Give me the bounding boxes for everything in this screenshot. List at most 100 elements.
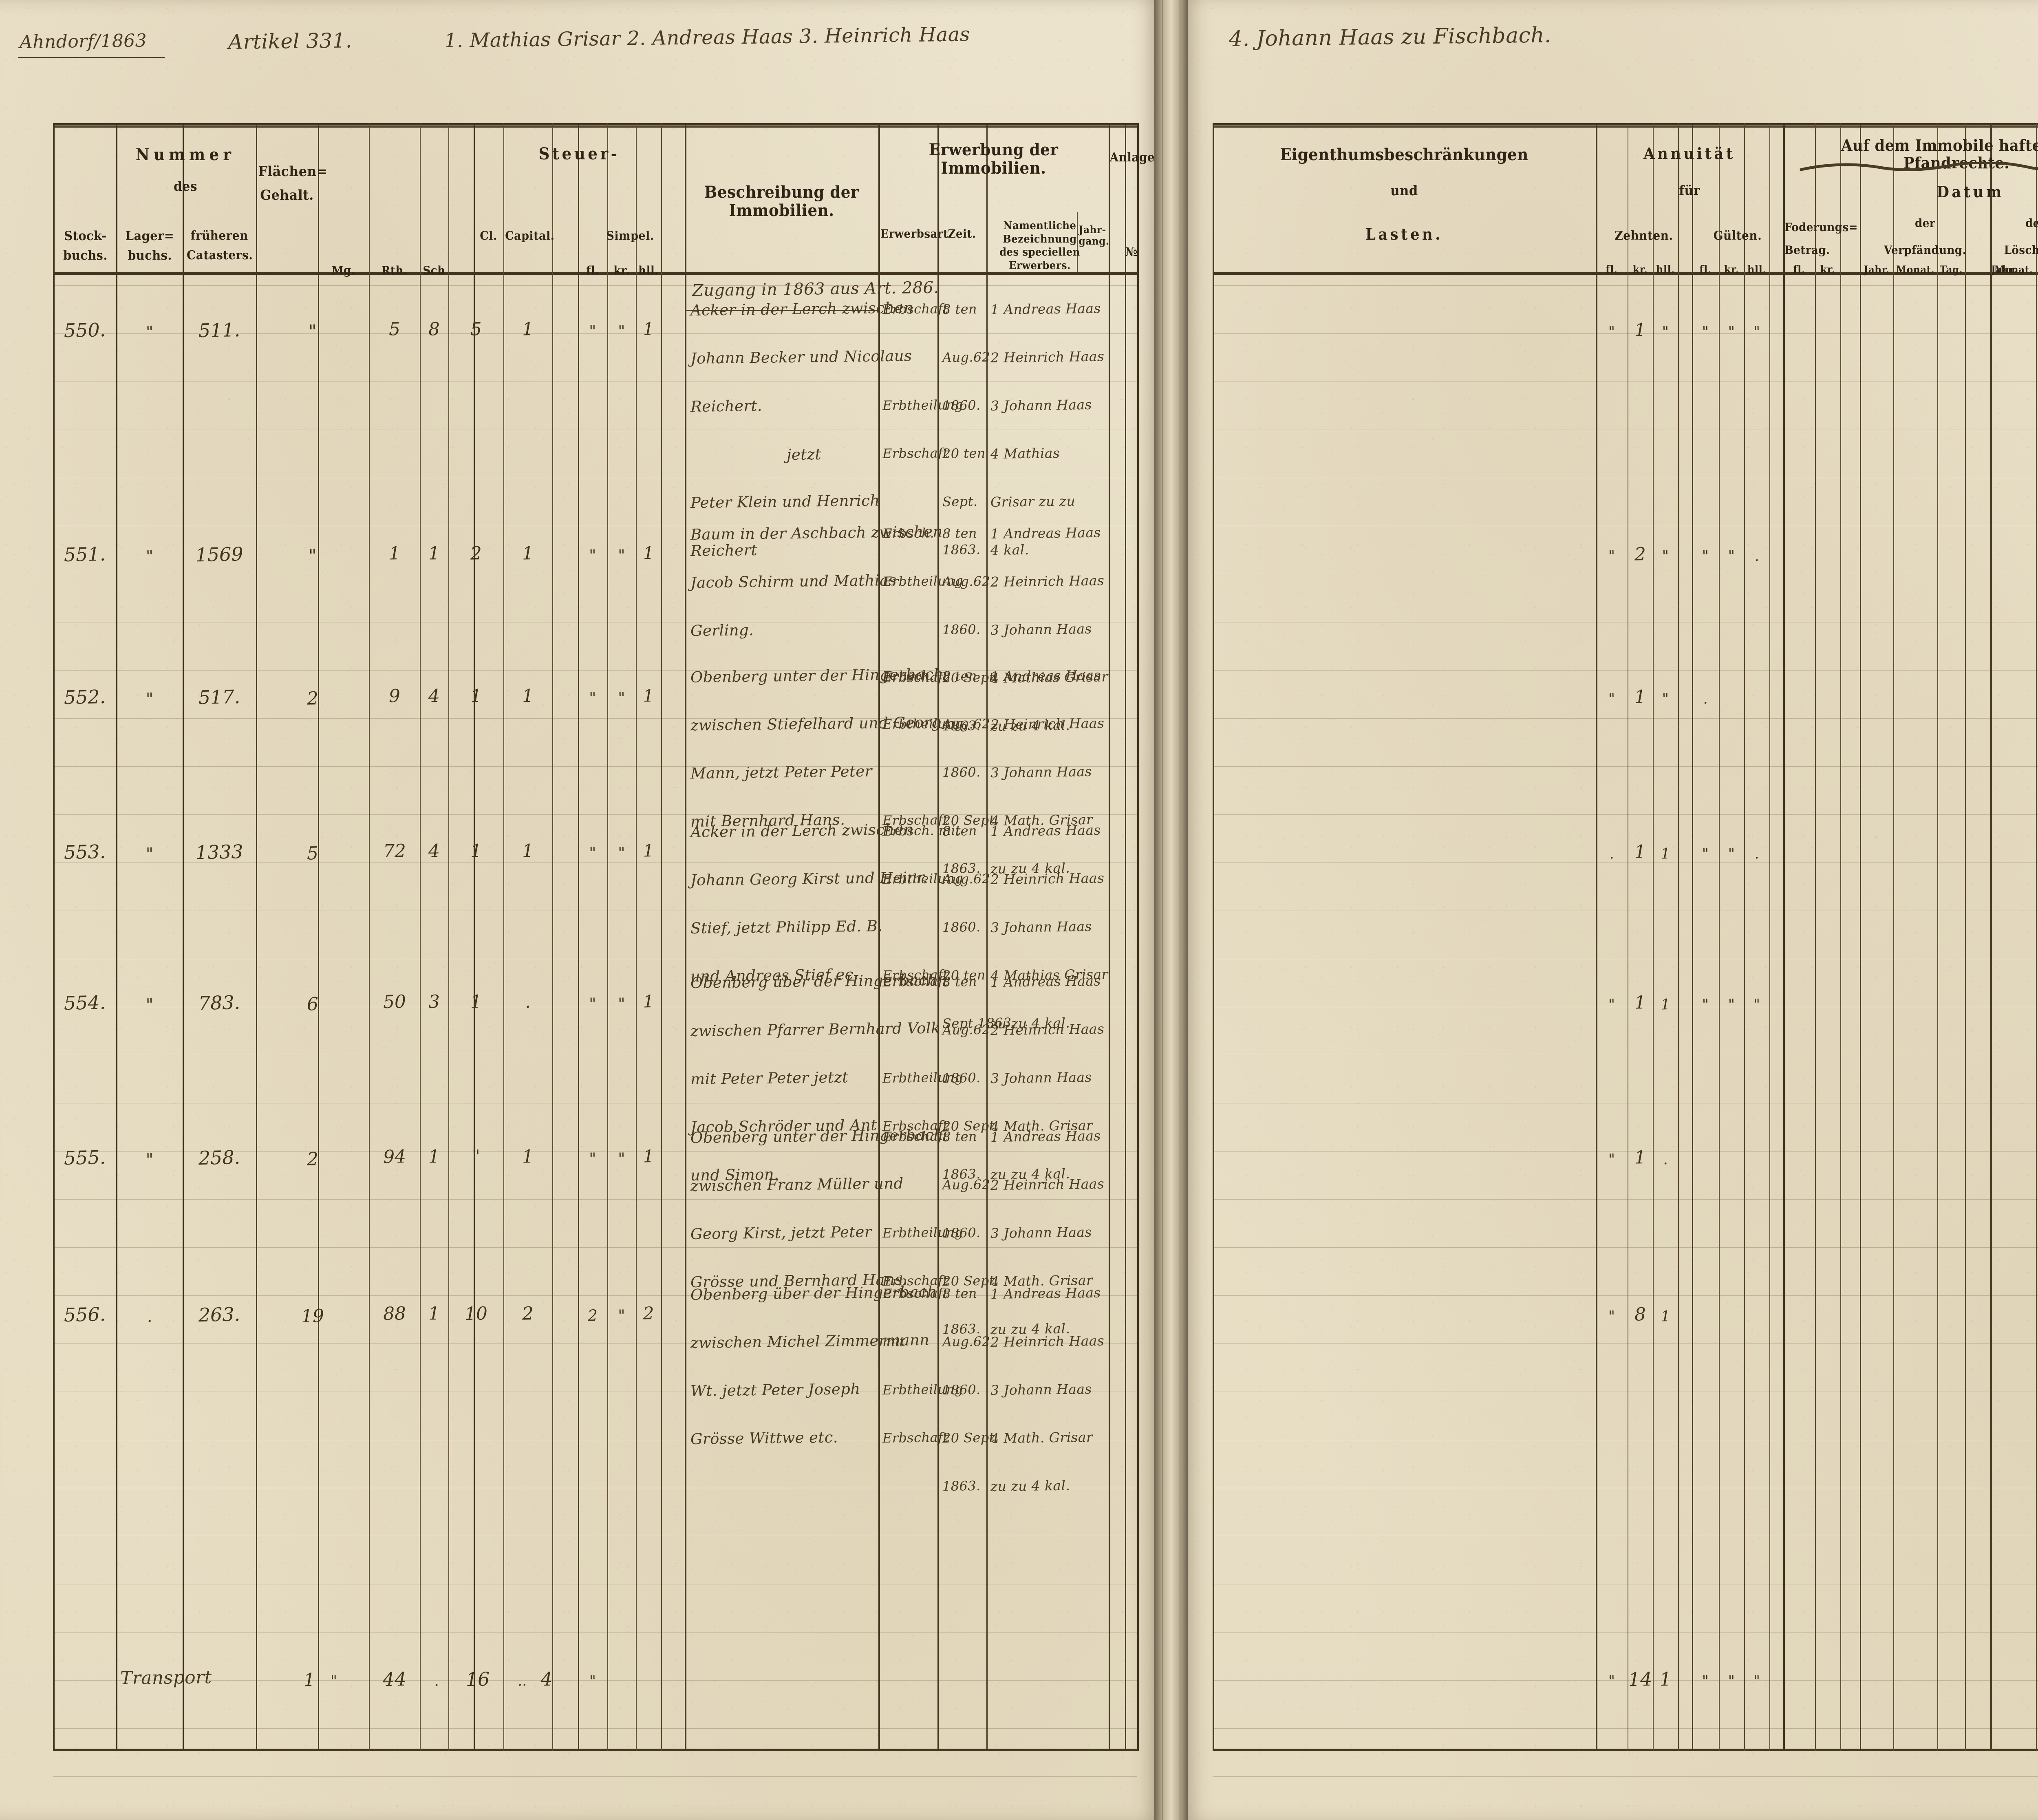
column-rule xyxy=(256,123,257,1751)
sheet-rule xyxy=(1213,1776,2038,1777)
column-rule xyxy=(183,123,184,1751)
cell-erwerber: 1 Andreas Haas xyxy=(990,1284,1101,1302)
cell-simpel-fl: " xyxy=(589,546,597,565)
cell-zehnten-fl: " xyxy=(1608,324,1615,341)
total-label: Transport xyxy=(120,1667,212,1689)
cell-erwerbsart: Erbschaft xyxy=(882,1285,948,1302)
cell-zehnten-hll: 1 xyxy=(1661,845,1670,863)
cell-catasters: 263. xyxy=(198,1303,240,1326)
heading-unit-mg: Mg. xyxy=(331,264,355,277)
left-page: Ahndorf/1863 Artikel 331. 1. Mathias Gri… xyxy=(0,0,1167,1820)
cell-zehnten-kr: 1 xyxy=(1634,320,1646,341)
cell-erwerber: 2 Heinrich Haas xyxy=(990,348,1105,366)
heading-stockbuchs-1: Stock- xyxy=(64,229,107,243)
cell-beschreibung-line: Grösse Wittwe etc. xyxy=(690,1428,838,1448)
cell-beschreibung-line: Stief, jetzt Philipp Ed. B. xyxy=(690,917,883,937)
cell-erwerbsart: Erbsch. xyxy=(882,668,935,684)
cell-capital: 1 xyxy=(522,686,534,707)
cell-simpel-fl: " xyxy=(589,844,597,862)
cell-erwerber: 4 Mathias xyxy=(990,445,1060,462)
cell-beschreibung-line: Georg Kirst, jetzt Peter xyxy=(690,1223,872,1243)
cell-simpel-hll: 1 xyxy=(643,543,654,563)
heading-unit-hll: hll. xyxy=(638,264,659,277)
total-zehnten-fl: " xyxy=(1608,1673,1615,1690)
cell-guelten-hll: " xyxy=(1753,324,1760,341)
column-rule xyxy=(1109,123,1110,1751)
column-rule xyxy=(607,123,608,1751)
cell-simpel-kr: " xyxy=(618,995,626,1013)
cell-rth: 72 xyxy=(382,841,406,862)
cell-simpel-fl: 2 xyxy=(587,1306,598,1325)
cell-zehnten-kr: 2 xyxy=(1634,544,1646,565)
sheet-rule xyxy=(53,1728,1137,1729)
cell-mg: 6 xyxy=(306,994,319,1015)
heading-f-fl: fl. xyxy=(1793,264,1805,276)
column-rule xyxy=(1744,123,1745,1751)
cell-guelten-kr: " xyxy=(1728,548,1735,565)
column-rule xyxy=(1596,123,1597,1751)
total-rth-ditto: " xyxy=(330,1673,337,1690)
sheet-rule xyxy=(1213,1295,2038,1296)
column-rule xyxy=(318,123,319,1751)
cell-capital: 2 xyxy=(522,1303,534,1324)
header-owners-right: 4. Johann Haas zu Fischbach. xyxy=(1229,23,1552,51)
cell-zehnten-fl: " xyxy=(1608,996,1615,1013)
sheet-rule xyxy=(53,1199,1137,1200)
cell-beschreibung-line: Peter Klein und Henrich xyxy=(690,492,880,512)
heading-steuer-cl: Cl. xyxy=(480,229,497,243)
column-rule xyxy=(1893,123,1894,1751)
cell-stockbuchs: 555. xyxy=(63,1146,106,1169)
cell-simpel-hll: 2 xyxy=(643,1303,654,1324)
cell-beschreibung-line: Acker in der Lerch zwischen xyxy=(690,821,914,841)
cell-beschreibung-line: Wt. jetzt Peter Joseph xyxy=(690,1380,860,1400)
cell-guelten-hll: . xyxy=(1754,845,1760,863)
column-rule xyxy=(1860,123,1861,1751)
cell-capital: 1 xyxy=(522,319,534,340)
cell-zeit: 8 ten xyxy=(942,973,977,990)
column-rule xyxy=(1840,123,1841,1751)
cell-erwerber: 1 Andreas Haas xyxy=(990,973,1101,990)
cell-mg: 2 xyxy=(306,688,319,709)
cell-sch: 1 xyxy=(428,543,440,564)
cell-beschreibung-line: Jacob Schirm und Mathias xyxy=(690,571,897,591)
cell-lagerbuchs: " xyxy=(145,1150,154,1169)
cell-erwerbsart: Erbschaft xyxy=(882,301,948,317)
cell-erwerber: 2 Heinrich Haas xyxy=(990,1176,1105,1193)
sheet-rule xyxy=(1213,333,2038,334)
column-rule xyxy=(1125,123,1126,1751)
cell-cl: 5 xyxy=(470,319,482,340)
cell-stockbuchs: 551. xyxy=(63,543,106,566)
cell-beschreibung-line: jetzt xyxy=(786,445,821,463)
cell-guelten-hll: " xyxy=(1753,996,1760,1013)
sheet-rule xyxy=(1213,718,2038,719)
heading-datum-unit-4: Monat. xyxy=(1994,264,2033,276)
right-page: 4. Johann Haas zu Fischbach. 125 Eigenth… xyxy=(1184,0,2038,1820)
cell-simpel-fl: " xyxy=(589,322,597,340)
heading-datum-unit-0: Jahr. xyxy=(1864,264,1890,276)
cell-simpel-hll: 1 xyxy=(643,319,654,339)
heading-steuer-capital: Capital. xyxy=(505,229,555,243)
cell-capital: 1 xyxy=(522,1146,534,1167)
heading-flaechen-2: Gehalt. xyxy=(260,187,314,203)
heading-unit-sch: Sch xyxy=(423,264,446,277)
cell-lagerbuchs: " xyxy=(145,845,154,864)
total-sch: 16 xyxy=(465,1668,490,1691)
cell-zeit: 1860. xyxy=(942,919,981,935)
heading-erwerber: Namentliche Bezeichnung des speciellen E… xyxy=(999,220,1080,272)
total-guelten-kr: " xyxy=(1728,1673,1735,1690)
cell-zehnten-kr: 1 xyxy=(1634,841,1646,863)
cell-guelten-kr: " xyxy=(1728,996,1735,1013)
cell-zeit: Aug.62 xyxy=(942,1176,990,1193)
cell-zeit: Aug.62 xyxy=(942,573,990,589)
cell-beschreibung-line: Acker in der Lerch zwischen xyxy=(690,299,914,319)
sheet-rule xyxy=(1213,814,2038,815)
cell-erwerber: 2 Heinrich Haas xyxy=(990,715,1105,732)
cell-simpel-hll: 1 xyxy=(643,991,654,1012)
column-rule xyxy=(116,123,117,1751)
column-rule xyxy=(685,123,686,1751)
cell-erwerber: 3 Johann Haas xyxy=(990,620,1092,638)
heading-stockbuchs-2: buchs. xyxy=(63,248,108,263)
column-rule xyxy=(552,123,553,1751)
heading-anlagen-no: № xyxy=(1125,245,1138,259)
